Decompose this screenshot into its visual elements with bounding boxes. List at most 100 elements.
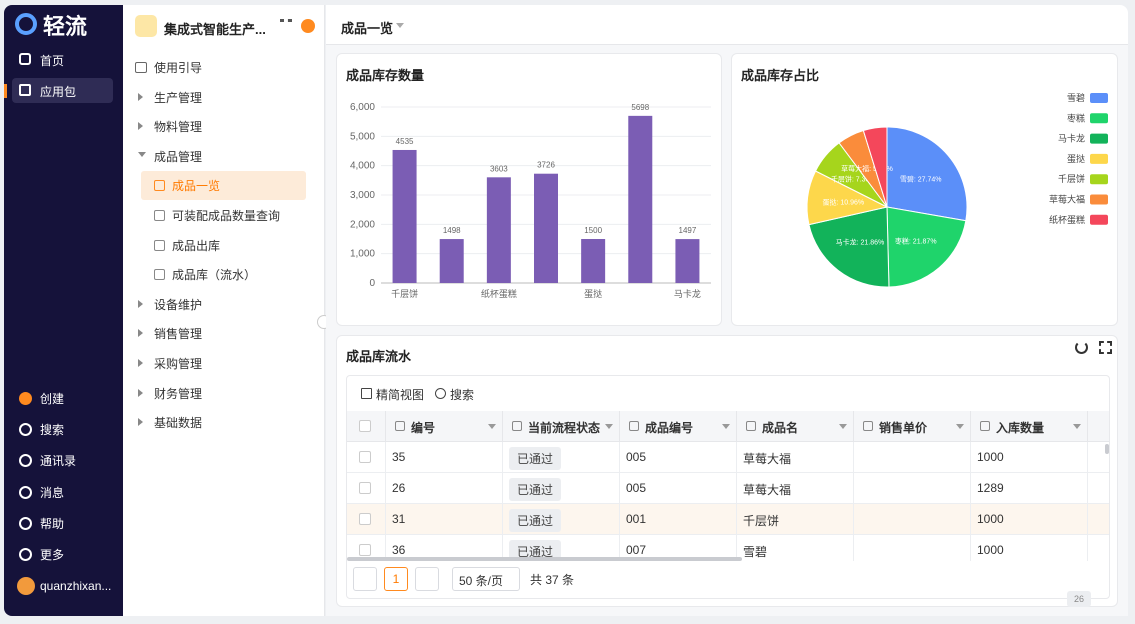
- column-header[interactable]: 成品编号: [645, 421, 694, 435]
- tree-item[interactable]: 物料管理: [154, 120, 203, 135]
- nav-item[interactable]: 帮助: [40, 516, 65, 531]
- column-header[interactable]: 当前流程状态: [528, 421, 601, 435]
- column-divider: [970, 504, 971, 535]
- tree-item[interactable]: 使用引导: [154, 61, 203, 75]
- checkbox[interactable]: [359, 420, 371, 432]
- tree-item[interactable]: 财务管理: [154, 386, 203, 401]
- logo: 轻流: [43, 14, 88, 39]
- refresh-button[interactable]: [1075, 341, 1088, 354]
- column-divider: [970, 442, 971, 473]
- nav-icon: [19, 53, 31, 65]
- column-divider: [1087, 473, 1088, 504]
- nav-item[interactable]: 首页: [40, 54, 65, 68]
- arrow-icon: [722, 424, 730, 429]
- value-label: 1498: [443, 226, 461, 235]
- cell: 35: [392, 450, 406, 464]
- tree-item[interactable]: 成品一览: [172, 179, 221, 194]
- cell: 千层饼: [743, 514, 780, 528]
- legend-swatch: [1090, 194, 1108, 205]
- checkbox[interactable]: [359, 513, 371, 525]
- nav-item[interactable]: 创建: [40, 392, 65, 406]
- nav-item[interactable]: 消息: [40, 485, 65, 500]
- tree-item[interactable]: 生产管理: [154, 90, 203, 105]
- value-label: 4535: [396, 137, 414, 146]
- table-row[interactable]: 31 已通过 001 千层饼 1000: [347, 504, 1109, 535]
- page-icon: [154, 269, 165, 281]
- sidebar: 轻流首页应用包创建搜索通讯录消息帮助更多 quanzhixan...: [4, 5, 123, 616]
- cell: 005: [626, 450, 647, 464]
- v-scrollbar: [1105, 444, 1109, 454]
- cell: 26: [392, 481, 406, 495]
- nav-item[interactable]: 更多: [40, 548, 65, 562]
- tree-item[interactable]: 成品库（流水）: [172, 268, 257, 283]
- nav-item[interactable]: 应用包: [40, 85, 77, 99]
- tree-item[interactable]: 销售管理: [154, 327, 203, 342]
- column-divider: [1087, 442, 1088, 473]
- legend-label: 草莓大福: [1049, 194, 1085, 205]
- table-row[interactable]: 35 已通过 005 草莓大福 1000: [347, 442, 1109, 473]
- column-header[interactable]: 入库数量: [996, 421, 1045, 435]
- page-icon: [154, 210, 165, 221]
- column-divider: [736, 442, 737, 473]
- column-type-icon: [863, 421, 873, 431]
- user-name[interactable]: quanzhixan...: [40, 579, 112, 593]
- add-button[interactable]: [301, 19, 315, 33]
- toolbar-button[interactable]: 搜索: [450, 388, 475, 402]
- next-page[interactable]: [415, 567, 439, 591]
- x-tick-label: 马卡龙: [674, 288, 701, 299]
- data-grid: 编号 当前流程状态 成品编号 成品名 销售单价 入库数量 35 已通过 005 草莓大福 1000 2…: [347, 411, 1109, 561]
- column-divider: [853, 535, 854, 561]
- prev-page[interactable]: [353, 567, 377, 591]
- page-badge: 26: [1067, 591, 1091, 607]
- cell: 007: [626, 543, 647, 557]
- arrow-icon: [138, 329, 143, 338]
- nav-item[interactable]: 搜索: [40, 423, 65, 438]
- table-row[interactable]: 36 已通过 007 雪碧 1000: [347, 535, 1109, 561]
- tree-item[interactable]: 设备维护: [154, 297, 203, 312]
- arrow-icon: [138, 359, 143, 367]
- toolbar-button[interactable]: 精简视图: [376, 388, 425, 402]
- column-type-icon: [512, 421, 522, 431]
- column-divider: [385, 473, 386, 504]
- more-button[interactable]: [280, 19, 292, 23]
- page-icon: [154, 239, 165, 251]
- y-tick-label: 1,000: [350, 249, 375, 260]
- cell: 001: [626, 512, 647, 526]
- legend-swatch: [1090, 174, 1108, 185]
- checkbox[interactable]: [359, 544, 371, 556]
- column-header[interactable]: 编号: [411, 421, 436, 435]
- table-row[interactable]: 26 已通过 005 草莓大福 1289: [347, 473, 1109, 504]
- tree-item[interactable]: 成品出库: [172, 238, 221, 253]
- checkbox[interactable]: [359, 451, 371, 463]
- tree-item[interactable]: 基础数据: [154, 416, 203, 431]
- table-header: 编号 当前流程状态 成品编号 成品名 销售单价 入库数量: [347, 411, 1109, 442]
- pie-slice: [808, 206, 890, 288]
- column-divider: [385, 442, 386, 473]
- tree-item[interactable]: 采购管理: [154, 357, 203, 371]
- slice-label: 草莓大福: 5.44%: [841, 164, 893, 173]
- page-number[interactable]: 1: [384, 567, 408, 591]
- page-size[interactable]: 50 条/页: [452, 567, 520, 591]
- legend-label: 纸杯蛋糕: [1049, 214, 1085, 225]
- nav-icon: [19, 84, 31, 96]
- column-divider: [502, 535, 503, 561]
- nav-icon: [19, 485, 32, 499]
- column-divider: [619, 442, 620, 473]
- fullscreen-button[interactable]: [1099, 341, 1112, 354]
- column-header[interactable]: 销售单价: [879, 421, 928, 435]
- y-tick-label: 3,000: [350, 190, 375, 201]
- pie-slice: [886, 126, 968, 222]
- nav-item[interactable]: 通讯录: [40, 454, 77, 469]
- logo-icon: [15, 13, 37, 35]
- nav-icon: [19, 392, 32, 405]
- bar: [392, 149, 417, 283]
- nav-highlight: [12, 78, 113, 103]
- tree-item[interactable]: 成品管理: [154, 149, 203, 164]
- bar: [675, 239, 700, 283]
- nav-icon: [19, 423, 32, 437]
- legend-label: 蛋挞: [1067, 153, 1085, 164]
- checkbox[interactable]: [359, 482, 371, 494]
- tree-item[interactable]: 可装配成品数量查询: [172, 209, 281, 223]
- column-divider: [736, 473, 737, 504]
- column-header[interactable]: 成品名: [762, 421, 799, 435]
